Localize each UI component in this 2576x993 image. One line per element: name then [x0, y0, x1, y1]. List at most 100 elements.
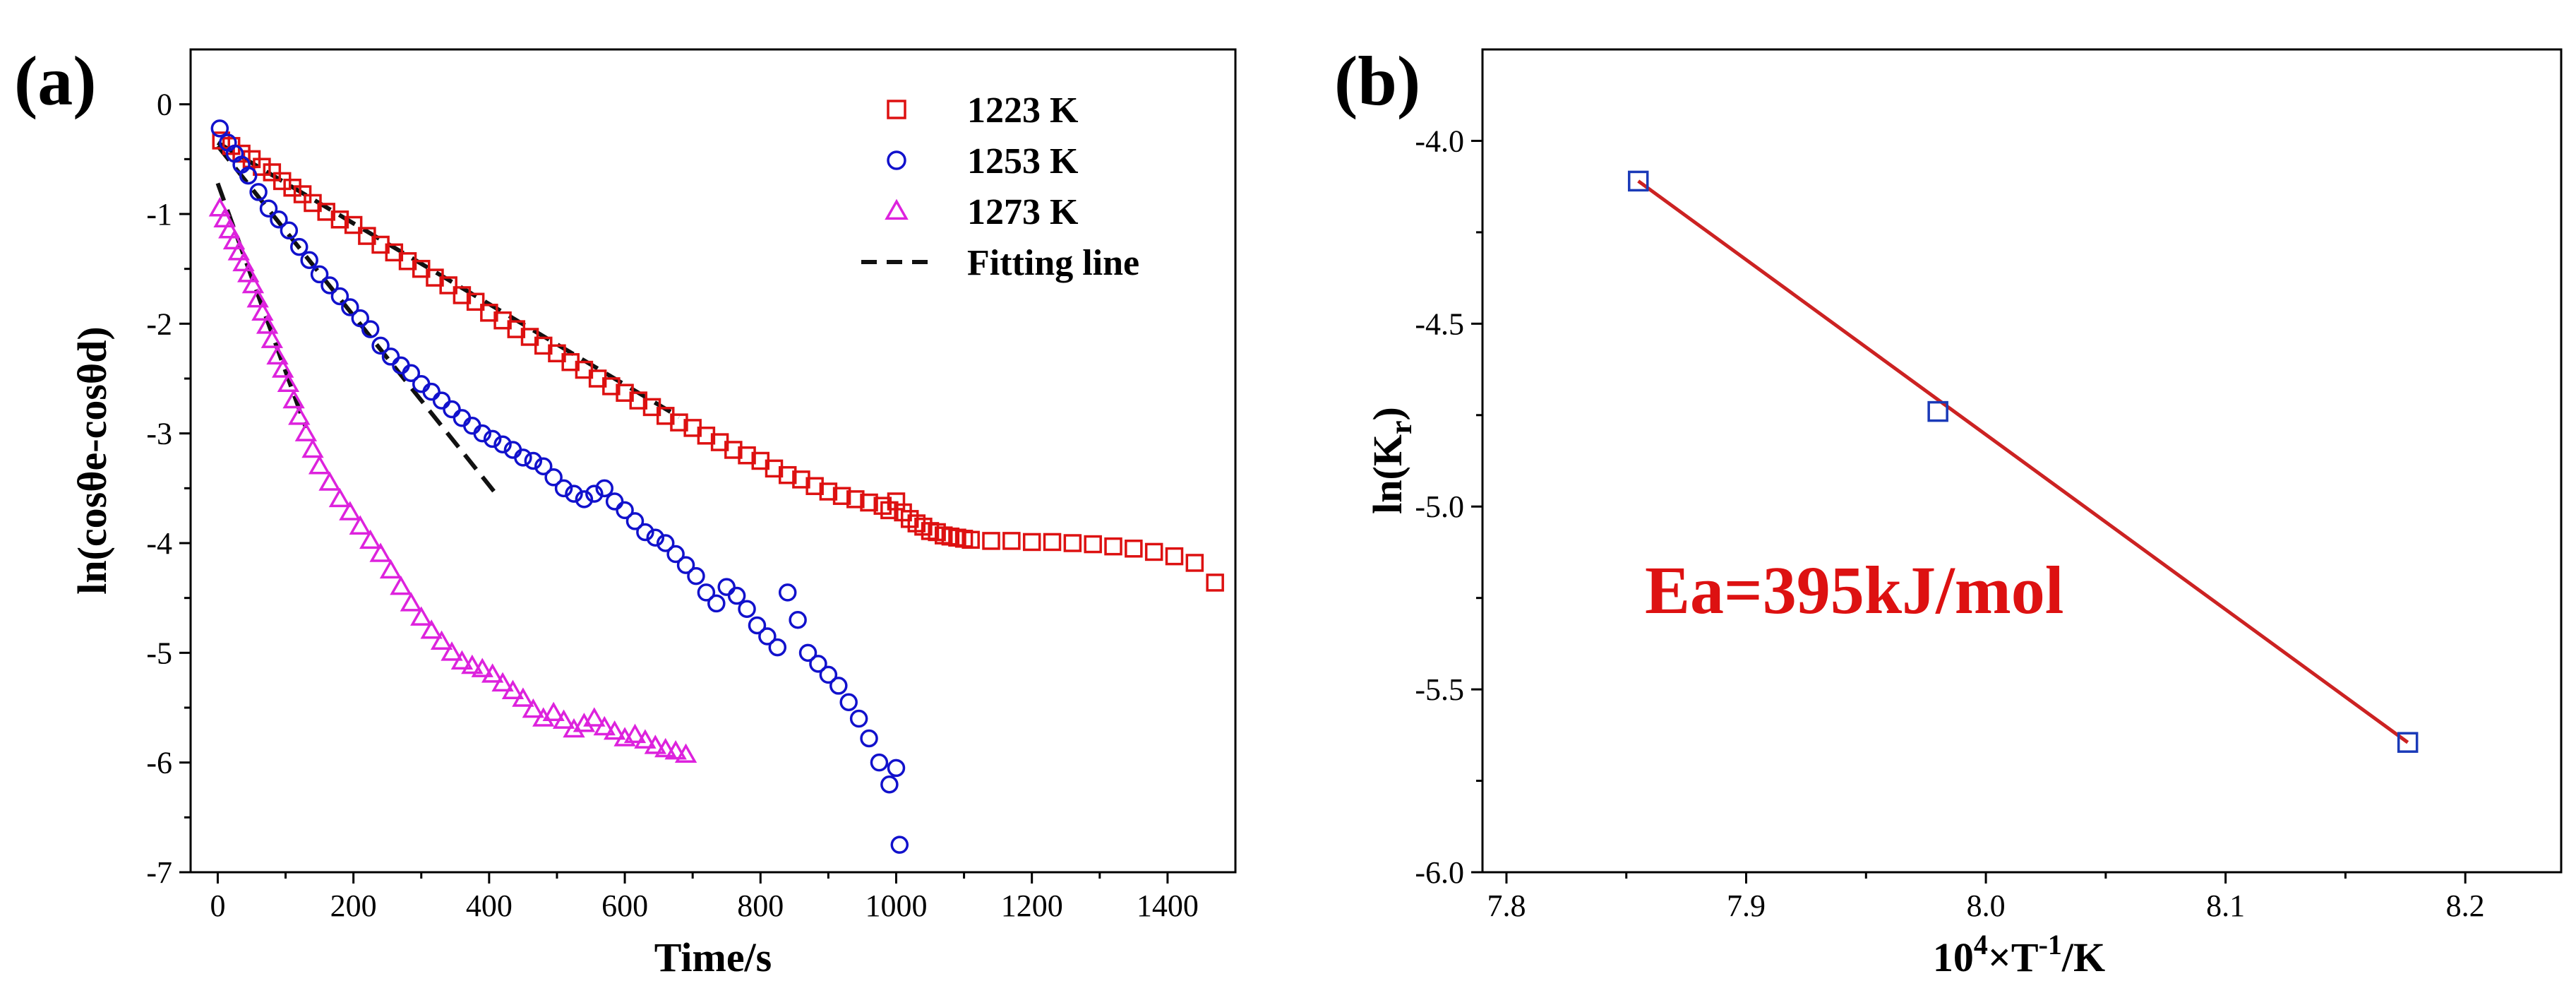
- data-point-1253k: [829, 677, 848, 695]
- data-point-1273k: [288, 405, 311, 425]
- panel-b-xlabel: 104×T-1/K: [1933, 929, 2105, 980]
- data-point-1223k: [670, 413, 688, 432]
- x-tick-label: 600: [601, 888, 648, 923]
- data-point-1253k: [371, 336, 390, 355]
- data-point-1273k: [593, 715, 616, 736]
- data-point-1273k: [623, 723, 647, 744]
- data-point-1273k: [450, 650, 474, 670]
- data-point-1223k: [1104, 537, 1122, 556]
- data-point-1223k: [1185, 554, 1204, 572]
- data-point-1253k: [887, 759, 906, 778]
- data-point-1253k: [402, 364, 421, 382]
- data-point-1253k: [605, 492, 624, 511]
- data-point-1223k: [1002, 532, 1021, 550]
- data-point-1273k: [237, 263, 260, 283]
- data-point-1253k: [239, 166, 258, 185]
- data-point-1223k: [860, 493, 878, 512]
- data-point-1253k: [310, 265, 329, 284]
- data-point-1253k: [453, 409, 472, 427]
- data-point-1253k: [443, 400, 461, 419]
- data-point-1273k: [328, 487, 352, 508]
- data-point-1223k: [1084, 535, 1102, 554]
- data-point-1253k: [361, 320, 380, 338]
- data-point-1273k: [674, 743, 697, 763]
- legend-marker: [887, 100, 906, 119]
- data-point-1253k: [210, 119, 229, 138]
- data-point-1253k: [280, 221, 299, 240]
- data-point-1253k: [849, 709, 868, 728]
- data-point-1253k: [290, 237, 308, 256]
- x-tick-label: 1200: [1001, 888, 1063, 923]
- panel-b-frame: [1481, 48, 2563, 874]
- data-point-1273k: [471, 658, 493, 677]
- data-point-1273k: [227, 241, 250, 261]
- x-tick-label: 8.2: [2446, 888, 2485, 923]
- data-point-1253k: [483, 429, 502, 448]
- y-tick-label: 0: [157, 88, 172, 122]
- data-point-1253k: [493, 435, 512, 453]
- data-point-1253k: [789, 610, 807, 629]
- data-point-1223k: [232, 144, 251, 163]
- data-point-1253k: [249, 183, 268, 201]
- data-point-1273k: [232, 251, 255, 272]
- data-point-1253k: [687, 566, 705, 585]
- data-point-1273k: [542, 701, 565, 722]
- panel-a-ylabel: ln(cosθe-cosθd): [69, 326, 115, 595]
- data-point-1253k: [473, 424, 491, 443]
- data-point-1253k: [616, 501, 634, 520]
- data-point-1273k: [441, 641, 463, 661]
- data-point-1273k: [420, 619, 443, 639]
- data-point-1253k: [717, 578, 736, 596]
- data-point-1273k: [282, 388, 305, 409]
- data-point-1273k: [522, 698, 544, 718]
- panel-b-points: [1627, 170, 2419, 753]
- data-point-1273k: [359, 529, 382, 549]
- y-tick-label: -1: [146, 197, 172, 232]
- data-point-1223k: [982, 532, 1000, 550]
- data-point-1273k: [654, 737, 677, 758]
- data-point-1273k: [251, 301, 274, 321]
- data-point-1253k: [809, 655, 827, 673]
- data-point-ln-kr: [1927, 400, 1948, 422]
- data-point-1253k: [860, 729, 878, 748]
- legend-label: 1253 K: [967, 141, 1079, 182]
- x-tick-label: 8.1: [2206, 888, 2245, 923]
- data-point-1223k: [1022, 533, 1041, 552]
- data-point-1253k: [341, 298, 359, 316]
- data-point-1273k: [213, 208, 236, 228]
- data-point-1273k: [644, 735, 666, 754]
- data-point-1223k: [1043, 533, 1062, 552]
- y-tick-label: -4.0: [1415, 124, 1464, 158]
- data-point-1253k: [768, 638, 787, 657]
- data-point-1273k: [241, 273, 265, 294]
- x-tick-label: 400: [466, 888, 513, 923]
- data-point-1273k: [260, 328, 283, 348]
- data-point-1223k: [1063, 534, 1082, 552]
- data-point-1273k: [379, 559, 402, 579]
- panel-a-xlabel: Time/s: [654, 934, 772, 980]
- fitting-line-segment: [216, 144, 498, 495]
- data-point-1223k: [1125, 540, 1143, 558]
- data-point-1273k: [461, 654, 484, 674]
- data-point-1253k: [819, 665, 838, 684]
- y-tick-label: -4.5: [1415, 307, 1464, 341]
- panel-b: (b) 7.8 7.9 8.0 8.1 8.2-4.0-4.5-5.0-5.5-6.0 …: [1334, 42, 2563, 980]
- data-point-1273k: [208, 197, 231, 217]
- data-point-1253k: [666, 545, 685, 564]
- data-point-1253k: [575, 490, 594, 509]
- data-point-1253k: [585, 484, 604, 503]
- data-point-1223k: [778, 465, 797, 484]
- data-point-1253k: [300, 251, 318, 269]
- data-point-1223k: [832, 487, 851, 505]
- x-tick-label: 7.8: [1487, 888, 1526, 923]
- data-point-1253k: [697, 583, 716, 602]
- x-tick-label: 8.0: [1967, 888, 2006, 923]
- data-point-1253k: [778, 583, 797, 602]
- data-point-1253k: [870, 753, 889, 772]
- data-point-1273k: [349, 515, 371, 535]
- data-point-1273k: [410, 606, 433, 626]
- data-point-1253k: [707, 594, 726, 613]
- data-point-1273k: [294, 422, 318, 441]
- data-point-1253k: [839, 693, 858, 711]
